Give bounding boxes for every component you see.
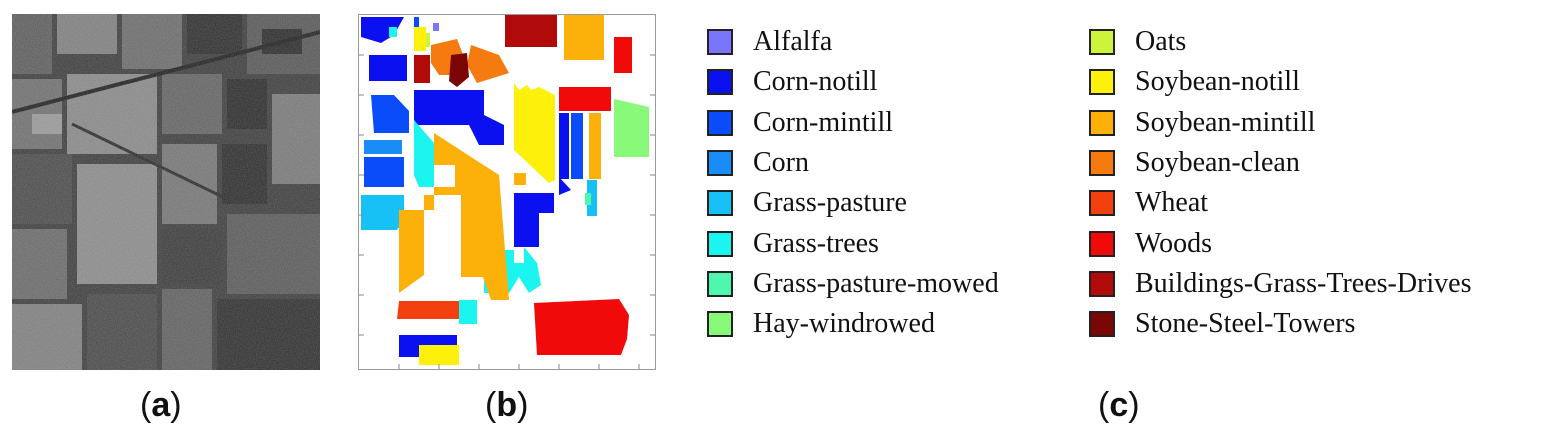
axis-ticks [359,54,655,369]
caption-c-letter: c [1109,386,1129,424]
legend-item: Alfalfa [707,22,999,62]
legend-label: Stone-Steel-Towers [1135,308,1356,340]
legend-label: Grass-trees [753,227,879,259]
legend-label: Corn-notill [753,66,878,98]
legend-swatch [1089,311,1115,338]
caption-c: (c) [1098,385,1140,425]
legend-item: Buildings-Grass-Trees-Drives [1089,264,1472,304]
legend-swatch [1089,190,1115,217]
legend-item: Corn [707,143,999,183]
legend-item: Corn-notill [707,62,999,102]
legend-swatch [1089,150,1115,177]
legend-swatch [707,311,733,338]
legend-label: Hay-windrowed [753,308,935,340]
legend-swatch [707,69,733,96]
grayscale-band-svg [12,14,320,370]
caption-a-close: ) [170,386,182,424]
legend-item: Woods [1089,223,1472,263]
legend-swatch [1089,270,1115,297]
legend-item: Grass-pasture-mowed [707,264,999,304]
legend-item: Hay-windrowed [707,304,999,344]
caption-a-open: ( [140,386,152,424]
legend-label: Soybean-clean [1135,147,1300,179]
legend-item: Soybean-mintill [1089,103,1472,143]
legend-item: Grass-trees [707,223,999,263]
legend-item: Soybean-notill [1089,62,1472,102]
caption-a: (a) [140,385,182,425]
legend-swatch [707,109,733,136]
legend-label: Wheat [1135,187,1209,219]
legend-swatch [1089,230,1115,257]
legend-label: Corn-mintill [753,106,893,138]
legend-label: Buildings-Grass-Trees-Drives [1135,267,1472,299]
legend-swatch [707,150,733,177]
legend-label: Soybean-mintill [1135,106,1316,138]
caption-b-close: ) [517,386,529,424]
legend-swatch [1089,109,1115,136]
legend-item: Soybean-clean [1089,143,1472,183]
legend-swatch [1089,69,1115,96]
legend-swatch [707,230,733,257]
legend-swatch [707,190,733,217]
legend-item: Grass-pasture [707,183,999,223]
caption-a-letter: a [151,386,171,424]
legend-column-left: Alfalfa Corn-notill Corn-mintill Corn Grass-… [707,22,999,344]
legend-item: Corn-mintill [707,103,999,143]
legend-item: Oats [1089,22,1472,62]
legend-swatch [707,29,733,56]
legend-label: Woods [1135,227,1213,259]
caption-c-close: ) [1128,386,1140,424]
caption-b: (b) [485,385,528,425]
legend-item: Wheat [1089,183,1472,223]
caption-b-letter: b [496,386,518,424]
legend-label: Grass-pasture [753,187,907,219]
legend-label: Corn [753,147,809,179]
grayscale-band-image [12,14,320,370]
caption-b-open: ( [485,386,497,424]
legend-label: Alfalfa [753,26,833,58]
legend-column-right: Oats Soybean-notill Soybean-mintill Soybean… [1089,22,1472,344]
class-regions [361,15,649,365]
legend-item: Stone-Steel-Towers [1089,304,1472,344]
legend-swatch [707,270,733,297]
caption-c-open: ( [1098,386,1110,424]
legend-label: Oats [1135,26,1187,58]
legend-swatch [1089,29,1115,56]
ground-truth-svg [359,15,655,369]
legend-label: Soybean-notill [1135,66,1300,98]
legend-label: Grass-pasture-mowed [753,267,999,299]
ground-truth-map [358,14,656,370]
